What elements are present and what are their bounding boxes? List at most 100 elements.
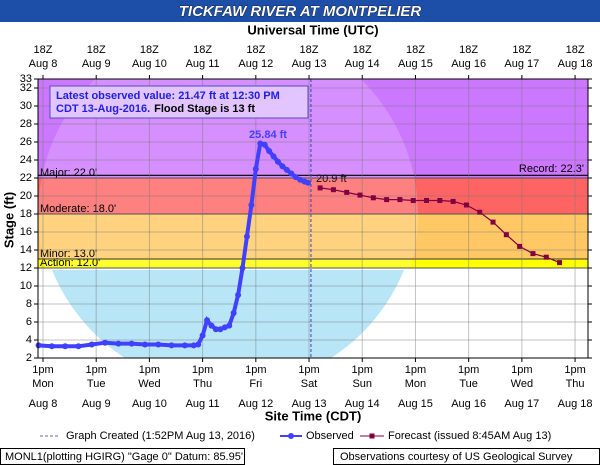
x-tick-label: 1pm bbox=[192, 364, 213, 376]
x-tick-day: Thu bbox=[193, 378, 212, 390]
x2-tick-date: Aug 13 bbox=[292, 58, 327, 70]
observed-point bbox=[155, 341, 162, 348]
x-tick-label: 1pm bbox=[139, 364, 160, 376]
x2-tick-label: 18Z bbox=[353, 44, 372, 56]
x2-tick-date: Aug 11 bbox=[186, 58, 220, 70]
x2-tick-label: 18Z bbox=[34, 44, 53, 56]
observed-point bbox=[212, 326, 219, 333]
x-axis-title: Site Time (CDT) bbox=[265, 408, 362, 423]
x2-tick-label: 18Z bbox=[406, 44, 425, 56]
observed-point bbox=[261, 141, 268, 148]
forecast-point bbox=[437, 198, 443, 203]
legend: Graph Created (1:52PM Aug 13, 2016) Obse… bbox=[40, 430, 551, 442]
observed-point bbox=[270, 153, 277, 160]
observed-point bbox=[274, 158, 281, 165]
peak-label: 25.84 ft bbox=[249, 129, 287, 141]
x2-tick-date: Aug 14 bbox=[345, 58, 380, 70]
x2-tick-label: 18Z bbox=[140, 44, 159, 56]
x-tick-label: 1pm bbox=[564, 364, 585, 376]
y-tick-label: 12 bbox=[20, 262, 32, 274]
x-tick-day: Sat bbox=[301, 378, 318, 390]
x2-tick-date: Aug 9 bbox=[82, 58, 111, 70]
observed-point bbox=[195, 341, 202, 348]
forecast-point bbox=[370, 195, 376, 201]
observed-point bbox=[304, 179, 311, 186]
y-tick-label: 26 bbox=[20, 136, 32, 148]
y-tick-label: 6 bbox=[26, 316, 32, 328]
forecast-point bbox=[410, 198, 416, 203]
y-tick-label: 14 bbox=[20, 244, 32, 256]
title-bar bbox=[0, 0, 600, 22]
x-tick-date: Aug 10 bbox=[132, 398, 167, 410]
axes: 2468101214161820222426283032331pmMonAug … bbox=[20, 44, 593, 410]
x2-tick-date: Aug 10 bbox=[132, 58, 167, 70]
observed-point bbox=[248, 202, 255, 208]
observed-point bbox=[141, 341, 148, 348]
y-tick-label: 18 bbox=[20, 208, 32, 220]
x-tick-date: Aug 8 bbox=[29, 398, 58, 410]
y-axis-title: Stage (ft) bbox=[1, 192, 16, 248]
grid: Action: 12.0'Minor: 13.0' Moderate: 18.0'… bbox=[38, 78, 588, 359]
x2-tick-date: Aug 18 bbox=[558, 58, 593, 70]
observed-point bbox=[266, 148, 273, 154]
annotation-date: CDT 13-Aug-2016. bbox=[56, 103, 150, 115]
observed-point bbox=[283, 166, 290, 173]
x-tick-label: 1pm bbox=[511, 364, 532, 376]
x-tick-day: Tue bbox=[459, 378, 478, 390]
forecast-point bbox=[397, 197, 403, 203]
watermark-lower bbox=[52, 270, 404, 358]
x-tick-label: 1pm bbox=[85, 364, 106, 376]
legend-label: Graph Created (1:52PM Aug 13, 2016) bbox=[66, 430, 255, 442]
observed-point bbox=[168, 342, 175, 349]
x2-tick-label: 18Z bbox=[459, 44, 478, 56]
forecast-point bbox=[557, 260, 563, 266]
observed-point bbox=[230, 310, 237, 316]
x-tick-day: Thu bbox=[566, 378, 585, 390]
x2-tick-date: Aug 12 bbox=[238, 58, 273, 70]
x2-tick-label: 18Z bbox=[300, 44, 319, 56]
x2-tick-date: Aug 8 bbox=[29, 58, 58, 70]
y-tick-label: 32 bbox=[20, 82, 32, 94]
forecast-point bbox=[450, 198, 456, 204]
forecast-point bbox=[424, 198, 430, 203]
forecast-point bbox=[490, 219, 496, 225]
legend-forecast-marker bbox=[369, 433, 375, 439]
x-tick-date: Aug 16 bbox=[451, 398, 486, 410]
x-tick-label: 1pm bbox=[405, 364, 426, 376]
chart-title: TICKFAW RIVER AT MONTPELIER bbox=[179, 3, 422, 20]
x-tick-label: 1pm bbox=[298, 364, 319, 376]
forecast-point bbox=[317, 185, 323, 191]
y-tick-label: 33 bbox=[20, 73, 32, 85]
x-tick-date: Aug 14 bbox=[345, 398, 380, 410]
x2-tick-date: Aug 16 bbox=[451, 58, 486, 70]
plot-frame bbox=[37, 78, 589, 359]
observed-point bbox=[128, 340, 135, 347]
observed-point bbox=[199, 332, 206, 339]
y-tick-label: 20 bbox=[20, 190, 32, 202]
x2-tick-label: 18Z bbox=[87, 44, 106, 56]
annotation-flood: Flood Stage is 13 ft bbox=[154, 103, 255, 115]
observed-point bbox=[48, 343, 55, 350]
x2-tick-date: Aug 15 bbox=[398, 58, 433, 70]
observed-point bbox=[181, 342, 188, 349]
y-tick-label: 22 bbox=[20, 172, 32, 184]
forecast-point bbox=[463, 202, 469, 208]
forecast-point bbox=[543, 254, 549, 260]
forecast-point bbox=[530, 251, 536, 257]
observed-point bbox=[35, 342, 42, 349]
x-tick-date: Aug 9 bbox=[82, 398, 111, 410]
x2-axis-title: Universal Time (UTC) bbox=[247, 22, 378, 37]
record-label: Record: 22.3' bbox=[519, 163, 584, 175]
x-tick-date: Aug 18 bbox=[558, 398, 593, 410]
x-tick-date: Aug 12 bbox=[238, 398, 273, 410]
footer-right: Observations courtesy of US Geological S… bbox=[340, 451, 573, 463]
y-tick-label: 8 bbox=[26, 298, 32, 310]
observed-point bbox=[88, 341, 95, 348]
forecast-point bbox=[503, 232, 509, 238]
y-tick-label: 30 bbox=[20, 100, 32, 112]
legend-observed-marker bbox=[288, 433, 294, 439]
x-tick-day: Mon bbox=[32, 378, 53, 390]
y-tick-label: 2 bbox=[26, 352, 32, 364]
